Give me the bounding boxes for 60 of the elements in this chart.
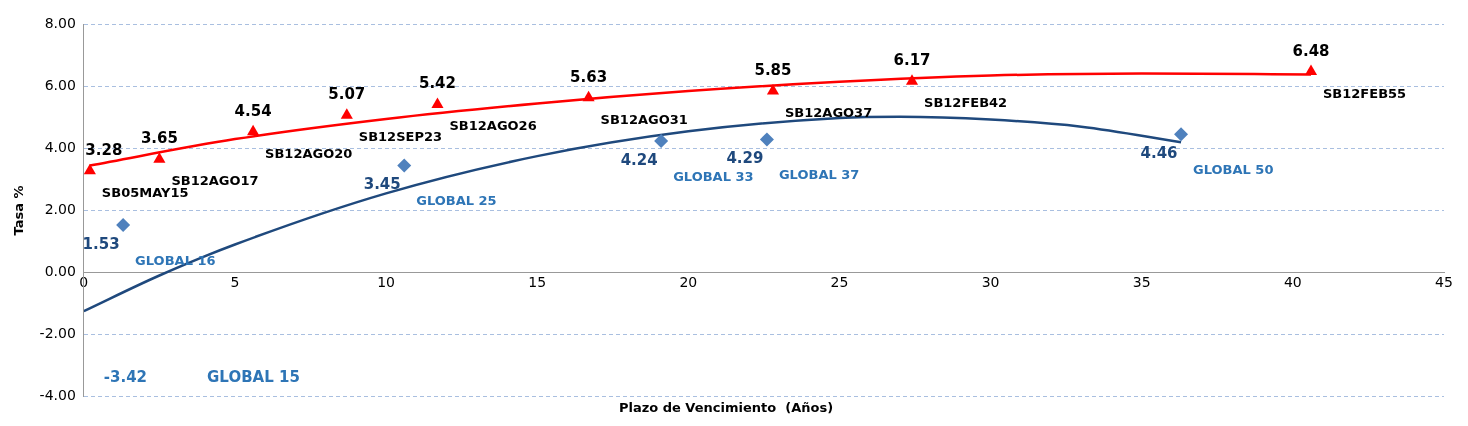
x-tick-label: 45 bbox=[1435, 274, 1453, 291]
point bbox=[116, 217, 131, 232]
data-label: 1.53 bbox=[82, 234, 120, 253]
data-label: 6.17 bbox=[893, 51, 931, 70]
annotation: GLOBAL 50 bbox=[1193, 162, 1274, 178]
point bbox=[582, 90, 595, 102]
point bbox=[340, 108, 353, 119]
data-label: 4.24 bbox=[620, 150, 658, 169]
data-label: 5.63 bbox=[570, 67, 608, 86]
point bbox=[1174, 127, 1189, 142]
y-tick-label: 6.00 bbox=[44, 77, 76, 94]
annotation: SB12AGO20 bbox=[265, 145, 353, 161]
data-label: 3.45 bbox=[363, 175, 401, 194]
point bbox=[431, 97, 444, 108]
annotation: GLOBAL 15 bbox=[207, 368, 300, 387]
y-axis-title: Tasa % bbox=[11, 185, 27, 236]
annotation: GLOBAL 25 bbox=[416, 193, 497, 209]
point bbox=[654, 133, 669, 148]
point bbox=[905, 74, 919, 85]
point bbox=[83, 163, 96, 175]
y-tick-label: 2.00 bbox=[44, 201, 76, 218]
x-axis-title: Plazo de Vencimiento (Años) bbox=[618, 399, 834, 415]
data-label: 3.28 bbox=[85, 140, 123, 159]
x-tick-label: 35 bbox=[1132, 274, 1151, 291]
data-label: 6.48 bbox=[1292, 41, 1330, 60]
annotation: GLOBAL 37 bbox=[778, 167, 860, 183]
y-tick-label: -2.00 bbox=[39, 325, 76, 342]
point bbox=[247, 124, 260, 136]
annotation: SB12FEB42 bbox=[924, 95, 1008, 111]
y-tick-label: 8.00 bbox=[44, 15, 76, 32]
x-tick-label: 40 bbox=[1283, 274, 1302, 291]
x-tick-label: 10 bbox=[377, 274, 395, 291]
point bbox=[153, 152, 166, 163]
point bbox=[759, 132, 774, 147]
x-tick-label: 5 bbox=[230, 274, 240, 291]
annotation: SB12SEP23 bbox=[358, 129, 443, 145]
annotation: SB12AGO26 bbox=[449, 118, 537, 134]
point bbox=[1304, 64, 1318, 76]
data-label: 5.85 bbox=[754, 61, 792, 80]
annotation: GLOBAL 16 bbox=[135, 252, 216, 268]
y-tick-label: 0.00 bbox=[44, 263, 76, 280]
x-tick-label: 15 bbox=[528, 274, 547, 291]
point bbox=[766, 84, 780, 95]
x-tick-label: 25 bbox=[830, 274, 849, 291]
data-label: 5.07 bbox=[328, 85, 366, 104]
annotation: -3.42 bbox=[103, 368, 148, 387]
annotation: SB12AGO37 bbox=[784, 105, 873, 121]
data-label: 4.54 bbox=[234, 101, 272, 120]
data-label: 4.46 bbox=[1140, 144, 1178, 163]
annotation: GLOBAL 33 bbox=[673, 168, 754, 184]
annotation: SB12FEB55 bbox=[1323, 85, 1407, 101]
data-label: 4.29 bbox=[726, 149, 764, 168]
data-label: 5.42 bbox=[418, 74, 456, 93]
y-tick-label: -4.00 bbox=[39, 387, 76, 404]
point bbox=[397, 158, 412, 173]
data-label: 3.65 bbox=[140, 129, 178, 148]
annotation: SB12AGO31 bbox=[600, 111, 688, 127]
x-tick-label: 30 bbox=[981, 274, 1000, 291]
x-tick-label: 20 bbox=[679, 274, 698, 291]
y-tick-label: 4.00 bbox=[44, 139, 76, 156]
